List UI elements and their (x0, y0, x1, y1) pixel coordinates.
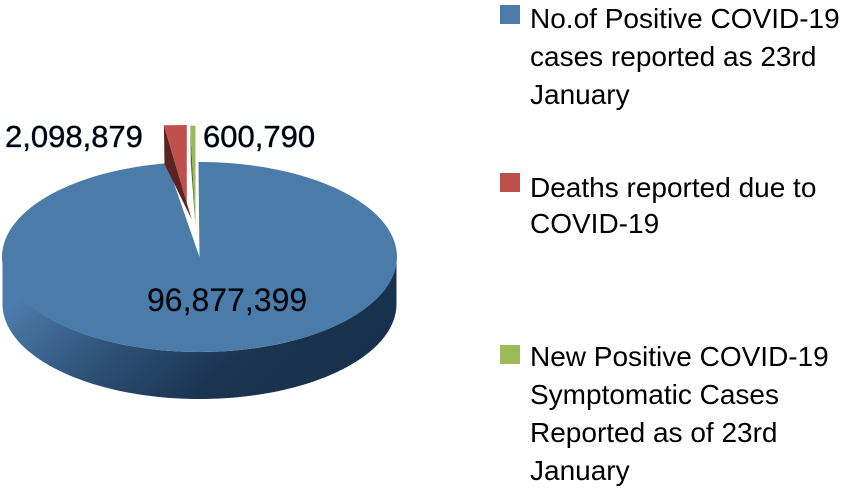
svg-text:600,790: 600,790 (203, 119, 315, 154)
svg-text:2,098,879: 2,098,879 (5, 119, 143, 154)
svg-text:96,877,399: 96,877,399 (147, 282, 307, 318)
